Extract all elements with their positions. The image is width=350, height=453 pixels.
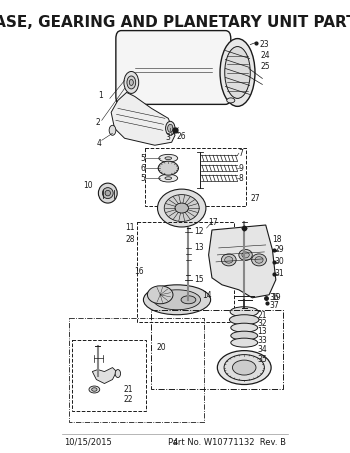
Ellipse shape — [252, 254, 266, 266]
Text: 21: 21 — [123, 385, 133, 394]
Ellipse shape — [158, 189, 206, 227]
Ellipse shape — [159, 174, 178, 182]
Text: 5: 5 — [140, 173, 145, 183]
Text: 21: 21 — [258, 311, 267, 320]
Text: 22: 22 — [123, 395, 133, 404]
Ellipse shape — [98, 183, 117, 203]
Text: 20: 20 — [157, 343, 166, 352]
Ellipse shape — [220, 39, 255, 106]
Text: 25: 25 — [261, 62, 271, 71]
Ellipse shape — [164, 195, 199, 222]
Ellipse shape — [230, 307, 258, 317]
Text: 28: 28 — [125, 236, 135, 245]
Ellipse shape — [239, 250, 252, 260]
Text: 10/15/2015: 10/15/2015 — [64, 438, 112, 447]
Circle shape — [109, 125, 116, 135]
Ellipse shape — [158, 161, 178, 175]
Bar — [152, 310, 282, 390]
Ellipse shape — [144, 285, 211, 315]
Ellipse shape — [92, 388, 97, 391]
Text: 23: 23 — [260, 40, 269, 49]
Text: 7: 7 — [238, 149, 243, 158]
Text: Part No. W10771132  Rev. B: Part No. W10771132 Rev. B — [168, 438, 286, 447]
Bar — [145, 148, 246, 206]
Text: 4: 4 — [173, 438, 178, 447]
Text: 32: 32 — [258, 319, 267, 328]
Text: 2: 2 — [95, 118, 100, 127]
Ellipse shape — [147, 286, 173, 304]
Ellipse shape — [165, 177, 172, 179]
Ellipse shape — [227, 98, 235, 103]
Circle shape — [115, 370, 120, 377]
Polygon shape — [92, 367, 117, 384]
Ellipse shape — [230, 315, 259, 325]
Text: 31: 31 — [274, 270, 284, 278]
Text: 13: 13 — [258, 327, 267, 336]
Ellipse shape — [225, 256, 233, 263]
Ellipse shape — [225, 47, 250, 98]
Text: 3: 3 — [166, 133, 171, 142]
Ellipse shape — [175, 203, 188, 213]
Text: 17: 17 — [209, 217, 218, 226]
Text: 6: 6 — [140, 164, 145, 173]
Ellipse shape — [158, 164, 178, 172]
Text: 15: 15 — [194, 275, 203, 284]
Text: 33: 33 — [258, 336, 267, 345]
Text: 4: 4 — [97, 139, 102, 148]
Text: 8: 8 — [238, 173, 243, 183]
Ellipse shape — [242, 252, 249, 258]
Ellipse shape — [89, 386, 100, 393]
Text: 36: 36 — [269, 293, 279, 302]
Text: 26: 26 — [176, 132, 186, 141]
Ellipse shape — [163, 166, 174, 170]
Bar — [72, 340, 146, 411]
Ellipse shape — [103, 188, 113, 198]
Ellipse shape — [224, 355, 264, 381]
Text: 5: 5 — [140, 154, 145, 163]
Text: 37: 37 — [269, 301, 279, 310]
Text: 10: 10 — [84, 181, 93, 190]
Text: 34: 34 — [258, 345, 267, 354]
Bar — [137, 222, 234, 322]
Ellipse shape — [232, 360, 256, 375]
Ellipse shape — [181, 296, 196, 304]
Ellipse shape — [231, 338, 258, 347]
Ellipse shape — [255, 256, 263, 263]
Ellipse shape — [165, 157, 172, 159]
Ellipse shape — [124, 72, 139, 93]
Text: 35: 35 — [258, 355, 267, 364]
Text: 16: 16 — [134, 267, 144, 276]
Ellipse shape — [127, 76, 136, 89]
Ellipse shape — [231, 331, 258, 340]
FancyBboxPatch shape — [116, 31, 231, 104]
Text: 14: 14 — [202, 291, 211, 300]
Polygon shape — [111, 92, 175, 145]
Text: 9: 9 — [238, 164, 243, 173]
Text: 29: 29 — [274, 246, 284, 255]
Bar — [70, 318, 204, 422]
Text: 11: 11 — [125, 223, 135, 232]
Polygon shape — [209, 225, 276, 298]
Circle shape — [168, 124, 173, 132]
Circle shape — [166, 121, 175, 135]
Ellipse shape — [217, 351, 271, 385]
Text: 18: 18 — [272, 236, 282, 245]
Text: 12: 12 — [194, 227, 203, 236]
Ellipse shape — [105, 190, 111, 196]
Ellipse shape — [129, 79, 133, 86]
Ellipse shape — [159, 154, 178, 162]
Text: 30: 30 — [274, 257, 284, 266]
Text: 27: 27 — [251, 193, 260, 202]
Text: 19: 19 — [271, 293, 281, 302]
Ellipse shape — [231, 323, 258, 332]
Text: 13: 13 — [194, 243, 203, 252]
Text: 1: 1 — [99, 91, 104, 100]
Text: 24: 24 — [261, 51, 271, 60]
Ellipse shape — [154, 290, 201, 310]
Ellipse shape — [222, 254, 236, 266]
Text: CASE, GEARING AND PLANETARY UNIT PARTS: CASE, GEARING AND PLANETARY UNIT PARTS — [0, 14, 350, 29]
